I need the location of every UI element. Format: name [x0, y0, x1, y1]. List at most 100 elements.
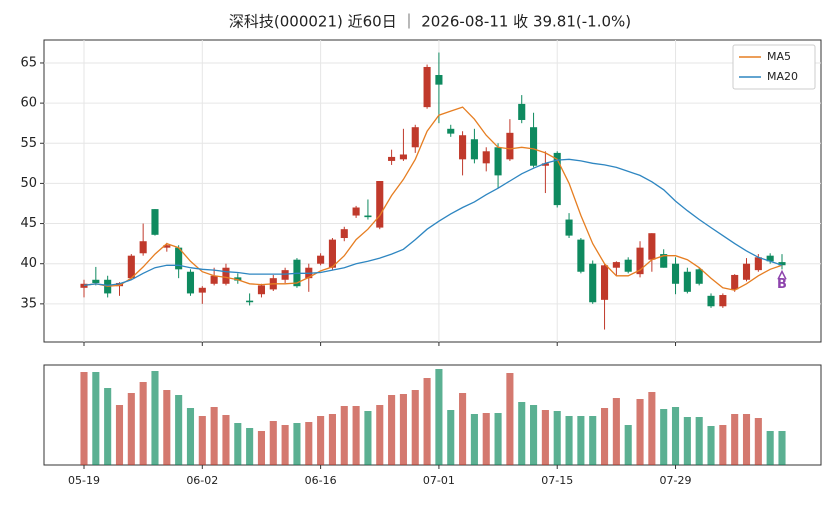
volume-bar	[127, 393, 135, 465]
candle-body	[376, 181, 384, 228]
candle-body	[671, 263, 680, 284]
volume-bar	[671, 407, 680, 465]
y-tick-label: 45	[20, 216, 37, 231]
annotation-label: B	[777, 277, 787, 292]
volume-bar	[328, 414, 336, 465]
candle-body	[459, 135, 467, 160]
volume-bar	[482, 413, 490, 465]
candle-body	[352, 207, 360, 216]
volume-bar	[518, 402, 526, 465]
volume-bar	[340, 406, 348, 465]
volume-bar	[695, 417, 703, 465]
main-frame	[43, 39, 822, 343]
y-tick-label: 40	[20, 256, 37, 271]
volume-bar	[624, 425, 632, 465]
chart-title: 深科技(000021) 近60日 ｜ 2026-08-11 收 39.81(-1…	[229, 13, 631, 31]
candle-body	[518, 103, 526, 120]
candle-body	[683, 271, 691, 292]
volume-bar	[553, 411, 561, 465]
candle-body	[742, 263, 751, 280]
candle-body	[175, 247, 183, 270]
candle-body	[364, 215, 372, 218]
annotation-arrow	[777, 269, 787, 280]
x-tick-label: 05-19	[68, 474, 100, 487]
candle-body	[506, 132, 514, 160]
ma-line	[83, 158, 783, 287]
candle-body	[127, 255, 135, 279]
legend-label: MA20	[767, 70, 798, 83]
candle-body	[530, 127, 538, 166]
candle-body	[435, 75, 443, 85]
volume-bar	[660, 409, 668, 465]
candle-body	[695, 269, 703, 284]
volume-bar	[293, 423, 301, 465]
volume-bar	[317, 416, 325, 465]
candle-body	[151, 209, 159, 235]
volume-bar	[364, 411, 372, 465]
x-tick-label: 07-01	[423, 474, 455, 487]
volume-bar	[423, 378, 431, 465]
candle-body	[731, 274, 739, 290]
candle-body	[399, 154, 407, 160]
volume-bar	[435, 369, 443, 465]
candle-body	[411, 127, 419, 148]
volume-bar	[92, 372, 100, 465]
volume-bar	[388, 395, 396, 465]
volume-bar	[186, 408, 195, 465]
y-tick-label: 50	[20, 176, 37, 191]
volume-bar	[577, 416, 585, 465]
candle-body	[210, 275, 218, 284]
y-tick-label: 35	[20, 296, 37, 311]
volume-bar	[565, 416, 573, 465]
candle-body	[636, 247, 644, 275]
candle-body	[340, 229, 348, 239]
candle-body	[139, 241, 147, 254]
volume-bar	[104, 388, 112, 465]
volume-bar	[399, 394, 407, 465]
volume-bar	[80, 372, 88, 465]
candle-body	[328, 239, 336, 268]
volume-bar	[459, 393, 467, 465]
volume-bar	[447, 410, 455, 465]
volume-bar	[234, 423, 242, 465]
candle-body	[754, 257, 762, 271]
candle-body	[660, 254, 668, 268]
candle-body	[778, 262, 786, 266]
candle-body	[482, 151, 490, 164]
candle-body	[92, 279, 100, 283]
x-tick-label: 06-02	[186, 474, 218, 487]
volume-bar	[754, 418, 762, 465]
candle-body	[648, 233, 656, 260]
candle-body	[565, 219, 573, 236]
volume-bar	[766, 431, 774, 465]
volume-bar	[470, 414, 478, 465]
y-tick-label: 65	[20, 55, 37, 70]
x-tick-label: 07-15	[541, 474, 573, 487]
candle-body	[186, 271, 195, 294]
legend-box	[732, 44, 816, 90]
volume-bar	[506, 373, 514, 465]
candle-body	[600, 265, 609, 300]
volume-bar	[589, 416, 597, 465]
candle-body	[281, 270, 289, 280]
y-tick-label: 55	[20, 136, 37, 151]
candle-body	[163, 245, 171, 248]
candle-body	[624, 259, 632, 272]
candle-body	[80, 283, 88, 288]
volume-bar	[198, 416, 206, 465]
candle-body	[494, 147, 502, 176]
candle-body	[612, 262, 620, 268]
volume-bar	[246, 428, 254, 465]
candle-body	[246, 300, 254, 303]
volume-bar	[139, 382, 147, 465]
candle-body	[257, 285, 266, 295]
candle-body	[388, 156, 396, 161]
candle-body	[423, 66, 431, 108]
volume-frame	[43, 364, 822, 466]
candle-body	[317, 255, 325, 264]
volume-bar	[541, 410, 549, 465]
candle-body	[115, 282, 124, 287]
y-tick-label: 60	[20, 96, 37, 111]
